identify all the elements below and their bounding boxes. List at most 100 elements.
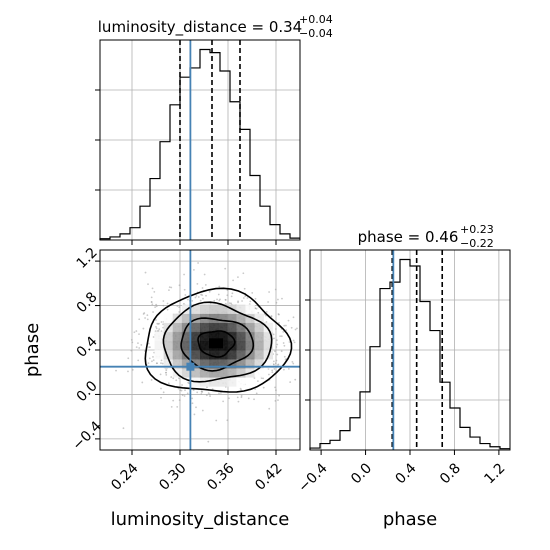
- histogram-bin: [430, 331, 440, 450]
- scatter-point: [231, 292, 234, 295]
- density-cell: [181, 313, 192, 324]
- scatter-point: [256, 380, 259, 383]
- scatter-point: [237, 400, 240, 403]
- y-tick-label: 0.4: [74, 334, 101, 361]
- scatter-point: [265, 321, 268, 323]
- histogram-bin: [440, 382, 450, 450]
- scatter-point: [178, 284, 181, 287]
- scatter-point: [274, 362, 277, 365]
- title-luminosity-distance-param: luminosity_distance: [98, 18, 247, 37]
- density-cell: [245, 322, 255, 333]
- density-cell: [263, 322, 274, 333]
- scatter-point: [254, 388, 257, 390]
- scatter-point: [273, 363, 275, 366]
- scatter-point: [237, 300, 239, 303]
- scatter-point: [133, 331, 136, 334]
- scatter-point: [162, 326, 165, 329]
- scatter-point: [149, 346, 151, 349]
- scatter-point: [166, 302, 169, 305]
- scatter-point: [293, 341, 296, 344]
- x-axis-label-luminosity-distance: luminosity_distance: [111, 509, 290, 530]
- scatter-point: [209, 395, 211, 397]
- title-luminosity-distance: luminosity_distance = 0.34: [98, 18, 302, 37]
- scatter-point: [155, 325, 157, 328]
- scatter-point: [193, 413, 196, 416]
- scatter-point: [222, 400, 225, 403]
- scatter-point: [200, 293, 202, 296]
- density-cell: [172, 340, 183, 351]
- scatter-point: [208, 290, 211, 293]
- scatter-point: [251, 292, 254, 294]
- scatter-point: [257, 311, 260, 314]
- grid-phase-marginal: [310, 250, 510, 450]
- scatter-point: [201, 287, 204, 289]
- density-cell: [200, 340, 210, 351]
- scatter-point: [275, 301, 278, 304]
- title-luminosity-distance-median: 0.34: [269, 18, 302, 36]
- scatter-point: [181, 384, 183, 386]
- scatter-point: [165, 373, 168, 376]
- scatter-point: [151, 360, 153, 363]
- density-cell: [236, 340, 246, 351]
- scatter-point: [181, 394, 184, 397]
- contour-level: [144, 287, 293, 393]
- x-tick-label: 0.0: [348, 460, 375, 487]
- scatter-point: [278, 394, 280, 397]
- scatter-point: [166, 308, 169, 311]
- scatter-point: [277, 399, 279, 402]
- y-ticks-phase-marginal: [305, 299, 310, 401]
- scatter-point: [167, 382, 170, 385]
- scatter-point: [208, 393, 211, 396]
- x-tick-label: 1.2: [481, 460, 508, 487]
- y-tick-label: 0.8: [74, 289, 101, 316]
- scatter-point: [230, 295, 233, 298]
- scatter-point: [162, 323, 165, 326]
- scatter-point: [135, 330, 138, 332]
- density-cell: [200, 368, 210, 378]
- density-cell: [254, 340, 264, 351]
- scatter-point: [213, 299, 216, 302]
- scatter-point: [268, 291, 270, 293]
- scatter-point: [226, 289, 229, 292]
- scatter-point: [207, 392, 210, 395]
- scatter-point: [154, 306, 157, 309]
- scatter-point: [278, 313, 280, 316]
- contour-level: [197, 330, 236, 358]
- scatter-point: [150, 301, 153, 304]
- histogram-bin: [130, 228, 140, 240]
- histogram-bin: [360, 392, 370, 450]
- histogram-outline: [99, 48, 300, 240]
- scatter-point: [243, 287, 246, 290]
- scatter-point: [131, 368, 134, 371]
- density-cell: [181, 350, 192, 360]
- scatter-point: [138, 347, 141, 349]
- density-cell: [227, 313, 237, 324]
- scatter-point: [150, 296, 153, 299]
- histogram-bin: [140, 206, 150, 240]
- scatter-point: [282, 342, 285, 344]
- scatter-point: [276, 353, 279, 356]
- title-phase-plus: +0.23: [460, 223, 494, 236]
- scatter-point: [176, 305, 179, 307]
- density-cell: [263, 331, 274, 342]
- histogram-bin: [400, 260, 410, 450]
- scatter-point: [253, 398, 255, 401]
- scatter-point: [236, 396, 239, 399]
- scatter-point: [247, 397, 250, 400]
- scatter-point: [237, 276, 239, 278]
- density-cell: [236, 350, 246, 360]
- scatter-point: [148, 357, 151, 360]
- histogram-bin: [120, 234, 130, 240]
- density-cell: [163, 340, 174, 351]
- histogram-outline: [309, 258, 510, 450]
- scatter-point: [287, 319, 290, 322]
- scatter-point: [272, 333, 275, 336]
- y-tick-label: 1.2: [74, 245, 101, 272]
- density-peak: [209, 338, 223, 349]
- scatter-point: [170, 406, 173, 408]
- truth-marker: [186, 362, 195, 371]
- scatter-point: [288, 341, 291, 343]
- density-cell: [254, 313, 264, 324]
- scatter-point: [196, 391, 199, 394]
- scatter-point: [115, 369, 117, 372]
